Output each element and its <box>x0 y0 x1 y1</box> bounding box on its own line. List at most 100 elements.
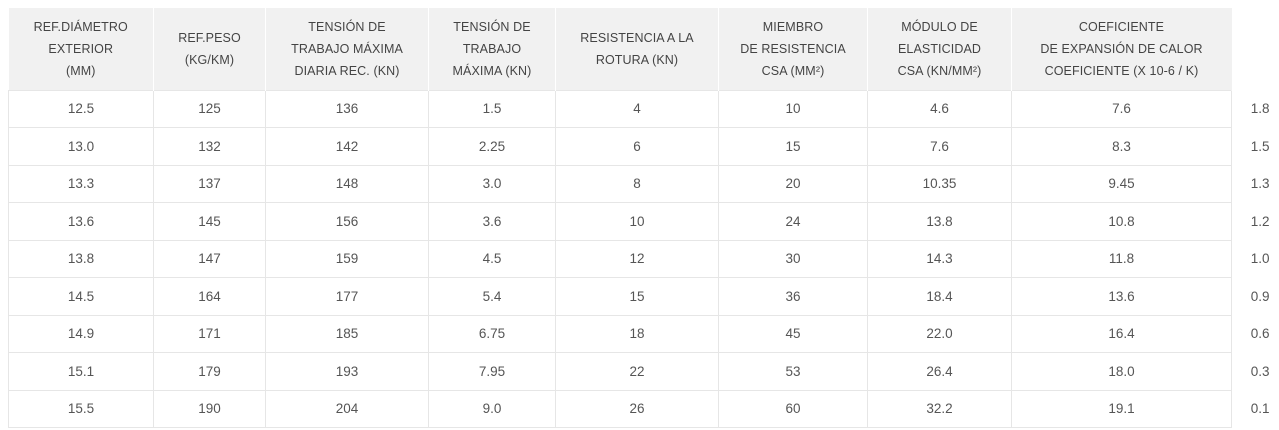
table-cell: 13.6 <box>1011 277 1232 316</box>
table-cell: 13.0 <box>8 127 154 166</box>
table-cell: 6 <box>555 127 719 166</box>
table-cell: 60 <box>718 389 868 428</box>
table-cell: 164 <box>153 277 266 316</box>
table-row: 13.6 145 156 3.6 10 24 13.8 10.8 1.2 <box>8 202 1272 241</box>
table-cell: 6.75 <box>428 314 556 353</box>
table-cell: 2.25 <box>428 127 556 166</box>
table-cell-extra: 1.0 <box>1231 240 1272 278</box>
header-empty <box>1231 8 1272 90</box>
table-cell: 8 <box>555 164 719 203</box>
header-coeficiente-expansion: COEFICIENTE DE EXPANSIÓN DE CALOR COEFIC… <box>1011 8 1232 90</box>
table-cell: 15 <box>555 277 719 316</box>
table-cell: 18 <box>555 314 719 353</box>
table-cell: 7.6 <box>1011 89 1232 128</box>
table-cell-extra: 1.5 <box>1231 127 1272 165</box>
table-cell: 193 <box>265 352 429 391</box>
table-cell-extra: 1.8 <box>1231 90 1272 128</box>
table-cell-extra: 1.2 <box>1231 202 1272 240</box>
header-tension-diaria: TENSIÓN DE TRABAJO MÁXIMA DIARIA REC. (K… <box>265 8 429 90</box>
table-cell: 171 <box>153 314 266 353</box>
table-cell-extra: 0.6 <box>1231 315 1272 353</box>
table-cell: 1.5 <box>428 89 556 128</box>
table-row: 14.9 171 185 6.75 18 45 22.0 16.4 0.6 <box>8 314 1272 353</box>
table-cell: 7.6 <box>867 127 1012 166</box>
table-cell: 22 <box>555 352 719 391</box>
table-row: 13.3 137 148 3.0 8 20 10.35 9.45 1.3 <box>8 164 1272 203</box>
header-ref-diametro: REF.DIÁMETRO EXTERIOR (MM) <box>8 8 154 90</box>
table-cell: 10.8 <box>1011 202 1232 241</box>
table-cell: 16.4 <box>1011 314 1232 353</box>
table-cell: 13.3 <box>8 164 154 203</box>
table-cell: 5.4 <box>428 277 556 316</box>
table-cell: 12.5 <box>8 89 154 128</box>
table-cell: 18.0 <box>1011 352 1232 391</box>
table-cell: 11.8 <box>1011 239 1232 278</box>
table-cell-extra: 0.9 <box>1231 277 1272 315</box>
table-cell: 148 <box>265 164 429 203</box>
table-row: 13.0 132 142 2.25 6 15 7.6 8.3 1.5 <box>8 127 1272 166</box>
table-cell: 137 <box>153 164 266 203</box>
table-cell: 26 <box>555 389 719 428</box>
table-cell: 132 <box>153 127 266 166</box>
table-cell-extra: 1.3 <box>1231 165 1272 203</box>
table-cell: 7.95 <box>428 352 556 391</box>
table-row: 14.5 164 177 5.4 15 36 18.4 13.6 0.9 <box>8 277 1272 316</box>
header-tension-maxima: TENSIÓN DE TRABAJO MÁXIMA (KN) <box>428 8 556 90</box>
table-cell: 204 <box>265 389 429 428</box>
table-cell: 3.6 <box>428 202 556 241</box>
table-cell: 15 <box>718 127 868 166</box>
table-cell: 30 <box>718 239 868 278</box>
table-row: 15.5 190 204 9.0 26 60 32.2 19.1 0.1 <box>8 389 1272 428</box>
specs-table: REF.DIÁMETRO EXTERIOR (MM) REF.PESO (KG/… <box>8 8 1272 428</box>
table-cell: 156 <box>265 202 429 241</box>
table-cell-extra: 0.1 <box>1231 390 1272 428</box>
table-cell: 190 <box>153 389 266 428</box>
table-cell: 12 <box>555 239 719 278</box>
table-cell: 136 <box>265 89 429 128</box>
table-cell: 14.9 <box>8 314 154 353</box>
table-row: 12.5 125 136 1.5 4 10 4.6 7.6 1.8 <box>8 89 1272 128</box>
table-row: 15.1 179 193 7.95 22 53 26.4 18.0 0.3 <box>8 352 1272 391</box>
header-miembro-resistencia: MIEMBRO DE RESISTENCIA CSA (MM²) <box>718 8 868 90</box>
table-cell: 19.1 <box>1011 389 1232 428</box>
table-cell: 13.6 <box>8 202 154 241</box>
table-cell: 26.4 <box>867 352 1012 391</box>
table-cell: 8.3 <box>1011 127 1232 166</box>
table-cell: 14.3 <box>867 239 1012 278</box>
header-modulo-elasticidad: MÓDULO DE ELASTICIDAD CSA (KN/MM²) <box>867 8 1012 90</box>
table-cell: 22.0 <box>867 314 1012 353</box>
header-row: REF.DIÁMETRO EXTERIOR (MM) REF.PESO (KG/… <box>8 8 1272 90</box>
table-cell: 145 <box>153 202 266 241</box>
header-ref-peso: REF.PESO (KG/KM) <box>153 8 266 90</box>
table-cell: 125 <box>153 89 266 128</box>
table-cell: 4.5 <box>428 239 556 278</box>
table-cell-extra: 0.3 <box>1231 352 1272 390</box>
table-cell: 15.5 <box>8 389 154 428</box>
table-cell: 10 <box>718 89 868 128</box>
table-cell: 10.35 <box>867 164 1012 203</box>
table-cell: 177 <box>265 277 429 316</box>
table-cell: 4.6 <box>867 89 1012 128</box>
table-cell: 9.45 <box>1011 164 1232 203</box>
table-cell: 185 <box>265 314 429 353</box>
table-cell: 32.2 <box>867 389 1012 428</box>
table-cell: 13.8 <box>867 202 1012 241</box>
table-cell: 53 <box>718 352 868 391</box>
table-cell: 147 <box>153 239 266 278</box>
table-cell: 9.0 <box>428 389 556 428</box>
table-cell: 24 <box>718 202 868 241</box>
table-cell: 20 <box>718 164 868 203</box>
table-cell: 36 <box>718 277 868 316</box>
table-cell: 4 <box>555 89 719 128</box>
table-cell: 45 <box>718 314 868 353</box>
table-cell: 159 <box>265 239 429 278</box>
table-cell: 15.1 <box>8 352 154 391</box>
table-cell: 13.8 <box>8 239 154 278</box>
table-row: 13.8 147 159 4.5 12 30 14.3 11.8 1.0 <box>8 239 1272 278</box>
table-cell: 10 <box>555 202 719 241</box>
table-cell: 3.0 <box>428 164 556 203</box>
table-cell: 18.4 <box>867 277 1012 316</box>
header-resistencia-rotura: RESISTENCIA A LA ROTURA (KN) <box>555 8 719 90</box>
table-cell: 14.5 <box>8 277 154 316</box>
table-cell: 142 <box>265 127 429 166</box>
